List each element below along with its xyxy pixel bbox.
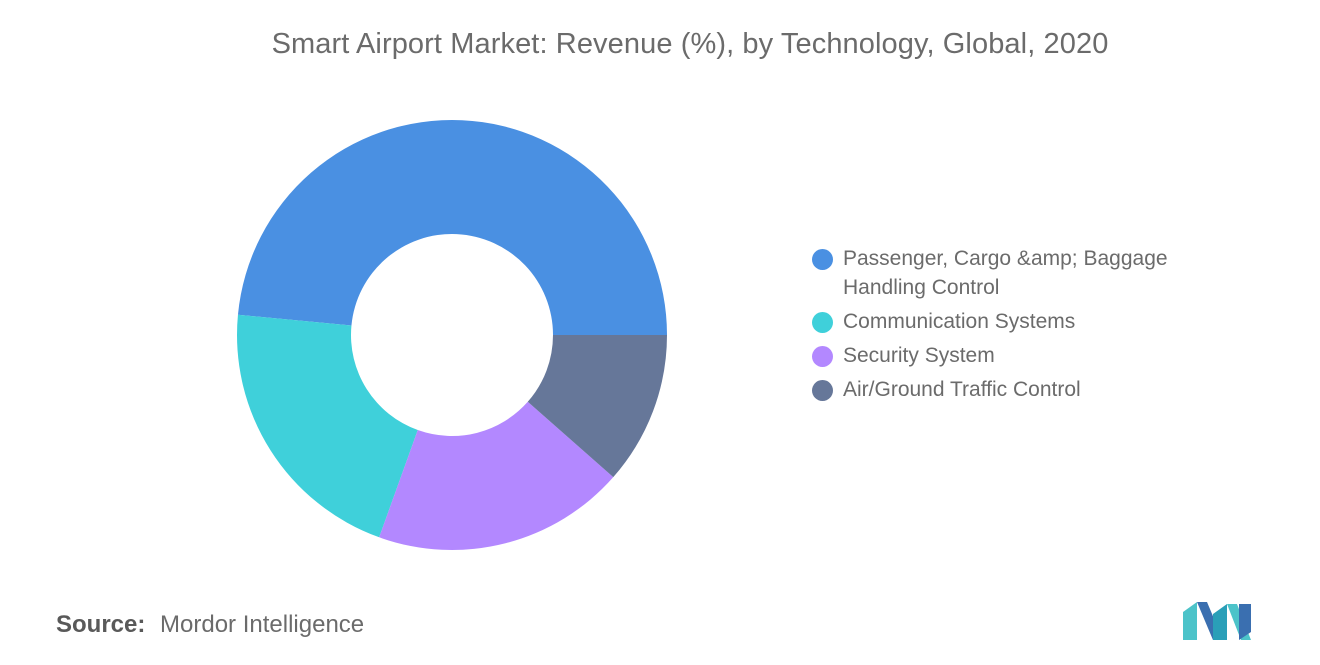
- legend-label: Air/Ground Traffic Control: [843, 378, 1081, 401]
- chart-legend: Passenger, Cargo &amp; Baggage Handling …: [812, 244, 1212, 409]
- legend-item-3: Security System: [812, 341, 1212, 370]
- legend-label: Passenger, Cargo &amp; Baggage Handling …: [843, 247, 1168, 299]
- legend-label: Security System: [843, 344, 995, 367]
- legend-swatch: [812, 346, 833, 367]
- legend-swatch: [812, 380, 833, 401]
- legend-swatch: [812, 249, 833, 270]
- mordor-intelligence-logo: [1183, 602, 1251, 640]
- donut-slice-2: [236, 314, 418, 538]
- donut-slices: [236, 119, 668, 550]
- source-text: Mordor Intelligence: [160, 611, 365, 638]
- legend-item-1: Passenger, Cargo &amp; Baggage Handling …: [812, 244, 1212, 302]
- legend-swatch: [812, 312, 833, 333]
- legend-item-2: Communication Systems: [812, 307, 1212, 336]
- source-label: Source:: [56, 611, 146, 638]
- chart-title: Smart Airport Market: Revenue (%), by Te…: [271, 28, 1109, 60]
- donut-slice-1: [237, 119, 668, 335]
- donut-slice-3: [379, 401, 614, 550]
- donut-slice-4: [527, 335, 667, 478]
- legend-label: Communication Systems: [843, 310, 1076, 333]
- source-note: Source: Mordor Intelligence: [56, 611, 364, 639]
- legend-item-4: Air/Ground Traffic Control: [812, 375, 1212, 404]
